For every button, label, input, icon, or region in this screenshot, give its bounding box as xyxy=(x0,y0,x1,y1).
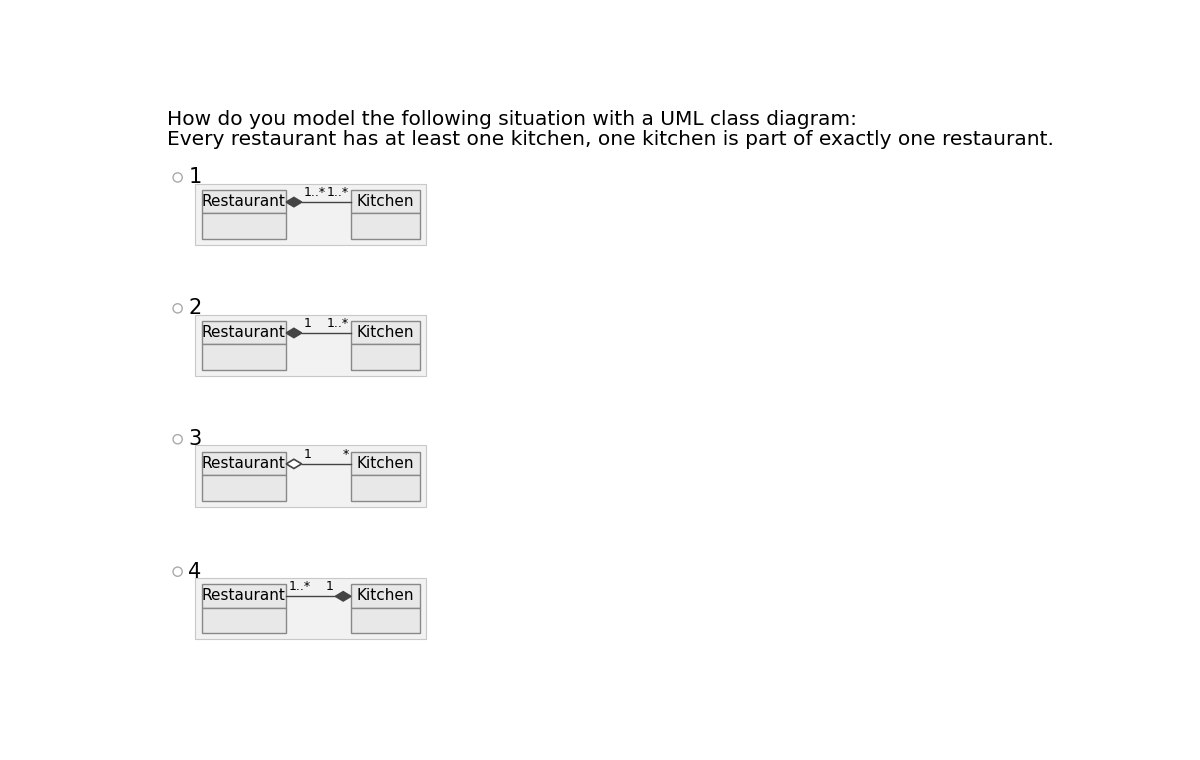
Bar xyxy=(350,344,420,370)
Bar xyxy=(202,321,287,344)
Text: *: * xyxy=(342,448,348,461)
Text: Kitchen: Kitchen xyxy=(356,325,414,340)
Bar xyxy=(202,608,287,633)
Bar xyxy=(350,214,420,239)
Bar xyxy=(350,608,420,633)
Bar xyxy=(202,475,287,501)
Text: 1: 1 xyxy=(188,167,202,188)
Text: 2: 2 xyxy=(188,299,202,318)
Text: 4: 4 xyxy=(188,562,202,581)
Bar xyxy=(196,315,426,376)
Text: 1: 1 xyxy=(304,448,312,461)
Bar xyxy=(202,214,287,239)
Text: 1..*: 1..* xyxy=(304,186,326,199)
Bar xyxy=(202,451,287,475)
Text: 1: 1 xyxy=(325,580,334,594)
Text: Kitchen: Kitchen xyxy=(356,588,414,603)
Text: Kitchen: Kitchen xyxy=(356,456,414,471)
Bar xyxy=(196,445,426,507)
Text: 1: 1 xyxy=(304,317,312,330)
Text: Restaurant: Restaurant xyxy=(202,194,286,209)
Bar xyxy=(202,584,287,608)
Text: Restaurant: Restaurant xyxy=(202,456,286,471)
Text: Restaurant: Restaurant xyxy=(202,588,286,603)
Bar xyxy=(350,190,420,214)
Bar xyxy=(350,321,420,344)
Bar xyxy=(196,184,426,245)
Text: Restaurant: Restaurant xyxy=(202,325,286,340)
Polygon shape xyxy=(287,459,301,468)
Text: 3: 3 xyxy=(188,429,202,449)
Text: 1..*: 1..* xyxy=(326,317,348,330)
Bar xyxy=(350,475,420,501)
Text: How do you model the following situation with a UML class diagram:: How do you model the following situation… xyxy=(167,110,857,129)
Polygon shape xyxy=(336,592,350,601)
Bar xyxy=(196,578,426,639)
Bar xyxy=(202,190,287,214)
Bar xyxy=(350,451,420,475)
Text: 1..*: 1..* xyxy=(288,580,311,594)
Bar xyxy=(202,344,287,370)
Text: 1..*: 1..* xyxy=(326,186,348,199)
Bar xyxy=(350,584,420,608)
Polygon shape xyxy=(287,198,301,207)
Polygon shape xyxy=(287,328,301,337)
Text: Every restaurant has at least one kitchen, one kitchen is part of exactly one re: Every restaurant has at least one kitche… xyxy=(167,130,1054,149)
Text: Kitchen: Kitchen xyxy=(356,194,414,209)
